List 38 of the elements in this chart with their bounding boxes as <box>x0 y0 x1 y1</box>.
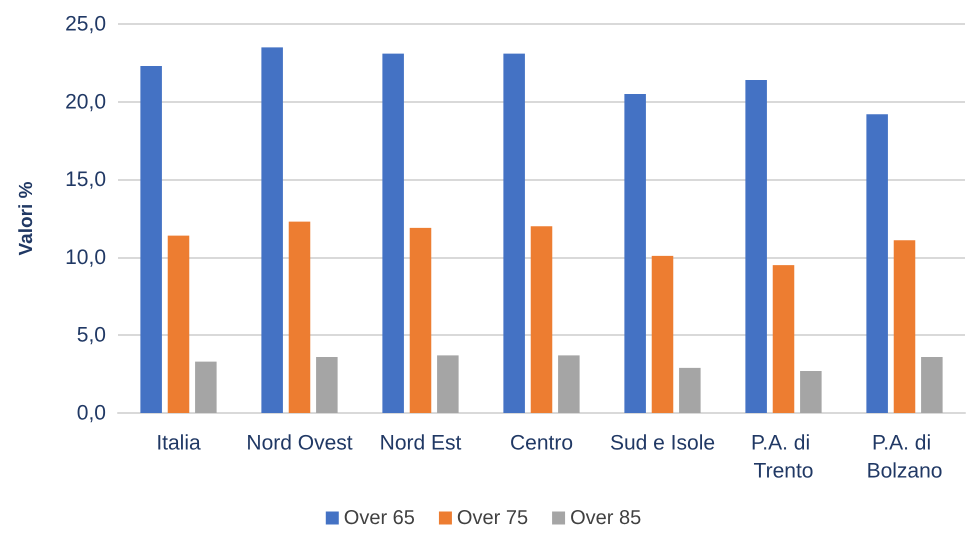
y-tick-label: 15,0 <box>65 168 106 192</box>
bar <box>437 355 459 413</box>
bar <box>168 236 190 413</box>
bar <box>866 114 888 413</box>
y-tick-label: 10,0 <box>65 246 106 269</box>
y-tick-label: 0,0 <box>76 402 106 424</box>
bar <box>558 355 580 413</box>
y-tick-label: 25,0 <box>65 12 106 36</box>
bar <box>316 356 338 413</box>
y-tick-label: 20,0 <box>65 90 106 114</box>
bar <box>195 362 217 413</box>
y-tick-label: 5,0 <box>76 324 106 347</box>
x-tick-label: Nord Est <box>380 432 462 454</box>
x-tick-label: P.A. di Trento <box>751 432 816 482</box>
legend-label: Over 85 <box>570 507 642 529</box>
bar <box>382 54 404 413</box>
bar <box>894 240 916 413</box>
bar <box>530 226 552 413</box>
bar <box>652 256 674 413</box>
x-tick-label: Nord Ovest <box>246 432 353 454</box>
bar <box>624 94 646 413</box>
bar <box>921 356 943 413</box>
bar <box>679 368 701 413</box>
x-tick-label: Italia <box>156 432 201 454</box>
bar <box>745 80 767 413</box>
x-tick-label: Centro <box>510 432 574 454</box>
x-tick-label: P.A. di Bolzano <box>866 432 942 482</box>
x-tick-label: Sud e Isole <box>610 432 716 454</box>
bar <box>288 222 310 413</box>
bar <box>261 47 283 413</box>
legend-label: Over 65 <box>344 507 415 529</box>
bar <box>800 370 822 413</box>
y-axis-title: Valori % <box>16 181 37 256</box>
legend-label: Over 75 <box>456 507 528 529</box>
bar <box>772 265 794 413</box>
bar <box>503 54 525 413</box>
bar <box>410 228 432 413</box>
bar <box>140 66 162 413</box>
